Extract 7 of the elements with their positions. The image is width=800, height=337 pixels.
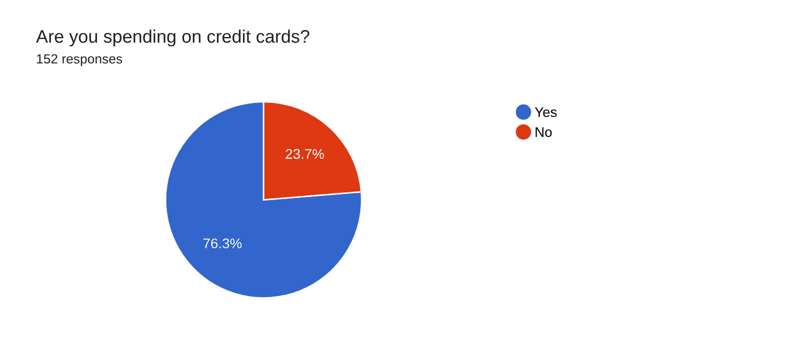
data-label: 76.3% [203, 238, 242, 248]
legend-label: No [536, 127, 552, 137]
pie-slice [164, 101, 362, 299]
legend-label: Yes [534, 107, 557, 118]
data-label: 23.7% [286, 149, 324, 159]
chart-subtitle: 152 responses [37, 54, 122, 66]
chart-title: Are you spending on credit cards? [36, 30, 310, 46]
